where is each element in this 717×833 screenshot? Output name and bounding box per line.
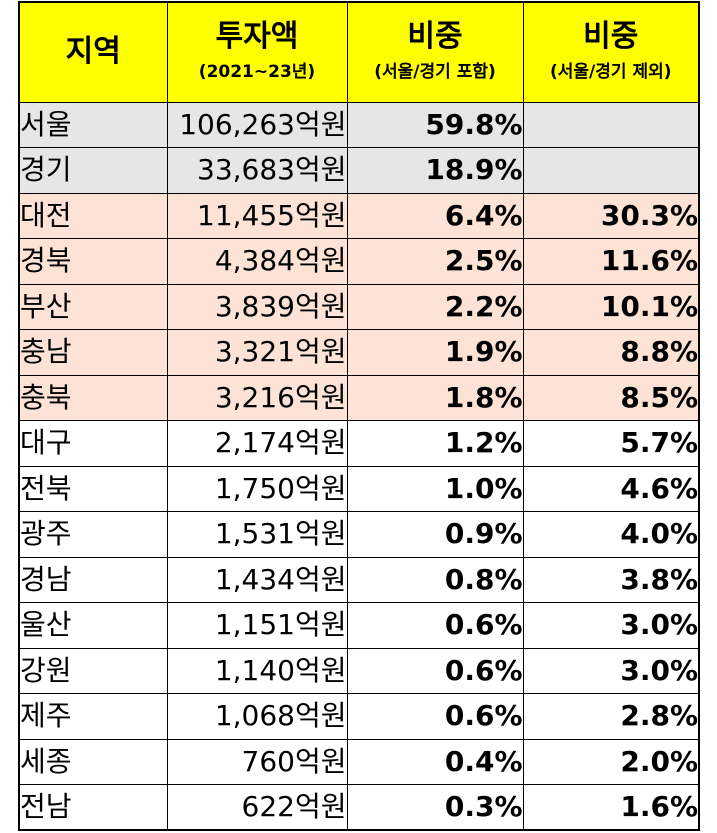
share-incl-cell: 0.4% bbox=[346, 738, 524, 785]
amount-cell: 1,068억원 bbox=[166, 693, 348, 740]
header-investment-sub: (2021~23년) bbox=[198, 62, 316, 83]
amount-cell: 2,174억원 bbox=[166, 420, 348, 467]
amount-cell: 33,683억원 bbox=[166, 147, 348, 194]
table-row: 대구 2,174억원 1.2% 5.7% bbox=[18, 420, 700, 467]
share-excl-cell: 11.6% bbox=[522, 238, 700, 285]
share-excl-cell: 8.5% bbox=[522, 374, 700, 421]
share-excl-cell: 10.1% bbox=[522, 283, 700, 330]
share-incl-cell: 0.3% bbox=[346, 784, 524, 831]
region-cell: 전남 bbox=[18, 784, 168, 831]
table-row: 충북 3,216억원 1.8% 8.5% bbox=[18, 374, 700, 421]
share-incl-cell: 2.5% bbox=[346, 238, 524, 285]
table-row: 세종 760억원 0.4% 2.0% bbox=[18, 738, 700, 785]
region-cell: 세종 bbox=[18, 738, 168, 785]
table-row: 경기 33,683억원 18.9% bbox=[18, 147, 700, 194]
share-incl-cell: 59.8% bbox=[346, 101, 524, 148]
share-incl-cell: 18.9% bbox=[346, 147, 524, 194]
share-incl-cell: 2.2% bbox=[346, 283, 524, 330]
region-cell: 서울 bbox=[18, 101, 168, 148]
share-incl-cell: 1.0% bbox=[346, 465, 524, 512]
table-row: 강원 1,140억원 0.6% 3.0% bbox=[18, 647, 700, 694]
region-cell: 경북 bbox=[18, 238, 168, 285]
header-investment: 투자액 (2021~23년) bbox=[166, 1, 348, 103]
share-incl-cell: 1.8% bbox=[346, 374, 524, 421]
table-row: 충남 3,321억원 1.9% 8.8% bbox=[18, 329, 700, 376]
amount-cell: 11,455억원 bbox=[166, 192, 348, 239]
table-row: 대전 11,455억원 6.4% 30.3% bbox=[18, 192, 700, 239]
share-incl-cell: 1.2% bbox=[346, 420, 524, 467]
share-excl-cell bbox=[522, 147, 700, 194]
region-cell: 광주 bbox=[18, 511, 168, 558]
share-excl-cell: 8.8% bbox=[522, 329, 700, 376]
share-incl-cell: 0.9% bbox=[346, 511, 524, 558]
share-excl-cell: 5.7% bbox=[522, 420, 700, 467]
header-investment-label: 투자액 bbox=[215, 19, 299, 55]
region-cell: 충북 bbox=[18, 374, 168, 421]
amount-cell: 3,216억원 bbox=[166, 374, 348, 421]
region-cell: 부산 bbox=[18, 283, 168, 330]
header-share-excl-label: 비중 bbox=[583, 19, 639, 55]
header-share-incl-label: 비중 bbox=[407, 19, 463, 55]
share-incl-cell: 0.6% bbox=[346, 693, 524, 740]
table-row: 제주 1,068억원 0.6% 2.8% bbox=[18, 693, 700, 740]
header-share-excl: 비중 (서울/경기 제외) bbox=[522, 1, 700, 103]
amount-cell: 106,263억원 bbox=[166, 101, 348, 148]
header-row: 지역 투자액 (2021~23년) 비중 (서울/경기 포함) 비중 (서울/경… bbox=[18, 1, 700, 103]
amount-cell: 1,434억원 bbox=[166, 556, 348, 603]
region-cell: 울산 bbox=[18, 602, 168, 649]
table-row: 전남 622억원 0.3% 1.6% bbox=[18, 784, 700, 831]
share-excl-cell: 2.8% bbox=[522, 693, 700, 740]
share-excl-cell: 3.0% bbox=[522, 647, 700, 694]
region-cell: 경기 bbox=[18, 147, 168, 194]
amount-cell: 3,839억원 bbox=[166, 283, 348, 330]
investment-table: 지역 투자액 (2021~23년) 비중 (서울/경기 포함) 비중 (서울/경… bbox=[18, 1, 700, 831]
share-excl-cell: 3.0% bbox=[522, 602, 700, 649]
region-cell: 강원 bbox=[18, 647, 168, 694]
amount-cell: 1,140억원 bbox=[166, 647, 348, 694]
region-cell: 대전 bbox=[18, 192, 168, 239]
amount-cell: 622억원 bbox=[166, 784, 348, 831]
table-row: 울산 1,151억원 0.6% 3.0% bbox=[18, 602, 700, 649]
header-share-incl-sub: (서울/경기 포함) bbox=[374, 62, 496, 83]
share-incl-cell: 0.6% bbox=[346, 602, 524, 649]
table-row: 부산 3,839억원 2.2% 10.1% bbox=[18, 283, 700, 330]
amount-cell: 3,321억원 bbox=[166, 329, 348, 376]
share-incl-cell: 6.4% bbox=[346, 192, 524, 239]
table-row: 경남 1,434억원 0.8% 3.8% bbox=[18, 556, 700, 603]
share-excl-cell: 4.6% bbox=[522, 465, 700, 512]
region-cell: 제주 bbox=[18, 693, 168, 740]
region-cell: 전북 bbox=[18, 465, 168, 512]
share-incl-cell: 0.6% bbox=[346, 647, 524, 694]
table-row: 광주 1,531억원 0.9% 4.0% bbox=[18, 511, 700, 558]
share-excl-cell: 2.0% bbox=[522, 738, 700, 785]
header-share-incl: 비중 (서울/경기 포함) bbox=[346, 1, 524, 103]
header-share-excl-sub: (서울/경기 제외) bbox=[549, 62, 672, 83]
share-excl-cell: 1.6% bbox=[522, 784, 700, 831]
amount-cell: 760억원 bbox=[166, 738, 348, 785]
amount-cell: 1,531억원 bbox=[166, 511, 348, 558]
share-incl-cell: 1.9% bbox=[346, 329, 524, 376]
header-region-label: 지역 bbox=[65, 34, 121, 70]
region-cell: 경남 bbox=[18, 556, 168, 603]
amount-cell: 4,384억원 bbox=[166, 238, 348, 285]
region-cell: 충남 bbox=[18, 329, 168, 376]
share-excl-cell: 30.3% bbox=[522, 192, 700, 239]
table-row: 서울 106,263억원 59.8% bbox=[18, 101, 700, 148]
amount-cell: 1,750억원 bbox=[166, 465, 348, 512]
table-row: 전북 1,750억원 1.0% 4.6% bbox=[18, 465, 700, 512]
share-excl-cell bbox=[522, 101, 700, 148]
share-excl-cell: 3.8% bbox=[522, 556, 700, 603]
amount-cell: 1,151억원 bbox=[166, 602, 348, 649]
table-row: 경북 4,384억원 2.5% 11.6% bbox=[18, 238, 700, 285]
share-excl-cell: 4.0% bbox=[522, 511, 700, 558]
header-region: 지역 bbox=[18, 1, 168, 103]
region-cell: 대구 bbox=[18, 420, 168, 467]
share-incl-cell: 0.8% bbox=[346, 556, 524, 603]
